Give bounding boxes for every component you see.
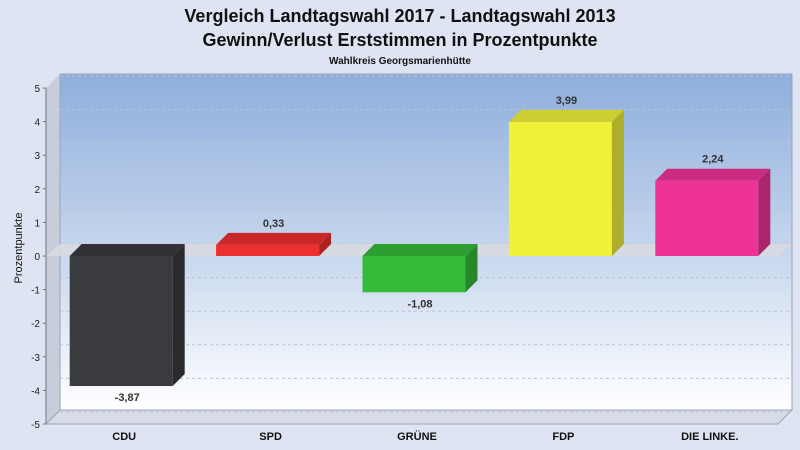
bar-top: [362, 244, 478, 256]
y-tick-label: -1: [31, 286, 40, 297]
bar-gr-ne: [362, 244, 478, 293]
bar-top: [69, 244, 185, 256]
bar-side: [319, 232, 332, 256]
category-label: CDU: [112, 431, 136, 443]
bar-top: [216, 232, 332, 245]
category-label: FDP: [552, 431, 574, 443]
bar-top: [508, 109, 624, 122]
category-label: GRÜNE: [397, 430, 437, 443]
bar-front: [216, 244, 320, 256]
data-label: 0,33: [263, 218, 284, 230]
y-tick-label: 0: [34, 252, 40, 263]
bar-cdu: [69, 244, 185, 387]
y-tick-label: -4: [31, 386, 40, 397]
data-label: -1,08: [407, 298, 432, 310]
bar-spd: [216, 232, 332, 256]
bar-side: [465, 244, 478, 293]
chart-district: Wahlkreis Georgsmarienhütte: [329, 56, 471, 67]
bar-front: [69, 256, 173, 387]
data-label: 3,99: [556, 95, 577, 107]
bar-side: [172, 244, 185, 387]
data-label: 2,24: [702, 154, 724, 166]
y-axis-label: Prozentpunkte: [13, 213, 25, 284]
data-labels: -3,87 0,33 -1,08 3,99 2,24: [115, 95, 725, 404]
category-label: DIE LINKE.: [681, 431, 738, 443]
y-tick-label: -2: [31, 319, 40, 330]
data-label: -3,87: [115, 392, 140, 404]
category-label: SPD: [259, 431, 282, 443]
y-tick-label: 4: [34, 118, 40, 129]
y-tick-label: 1: [34, 218, 40, 229]
bar-front: [655, 180, 759, 256]
y-tick-label: 5: [34, 84, 40, 95]
chart-title: Vergleich Landtagswahl 2017 - Landtagswa…: [184, 6, 615, 26]
y-tick-labels: 5 4 3 2 1 0 -1 -2 -3 -4 -5: [31, 84, 46, 431]
bars: [69, 109, 771, 387]
bar-side: [611, 109, 624, 256]
bar-fdp: [508, 109, 624, 256]
bar-top: [655, 168, 771, 181]
y-tick-label: -3: [31, 353, 40, 364]
bar-die-linke: [655, 168, 771, 256]
chart-subtitle: Gewinn/Verlust Erststimmen in Prozentpun…: [202, 30, 597, 50]
bar-front: [508, 121, 612, 256]
category-labels: CDU SPD GRÜNE FDP DIE LINKE.: [112, 430, 738, 443]
bar-side: [758, 168, 771, 256]
y-tick-label: 2: [34, 185, 40, 196]
y-tick-label: -5: [31, 420, 40, 431]
bar-front: [362, 256, 466, 293]
y-tick-label: 3: [34, 151, 40, 162]
plot-floor: [44, 409, 794, 425]
